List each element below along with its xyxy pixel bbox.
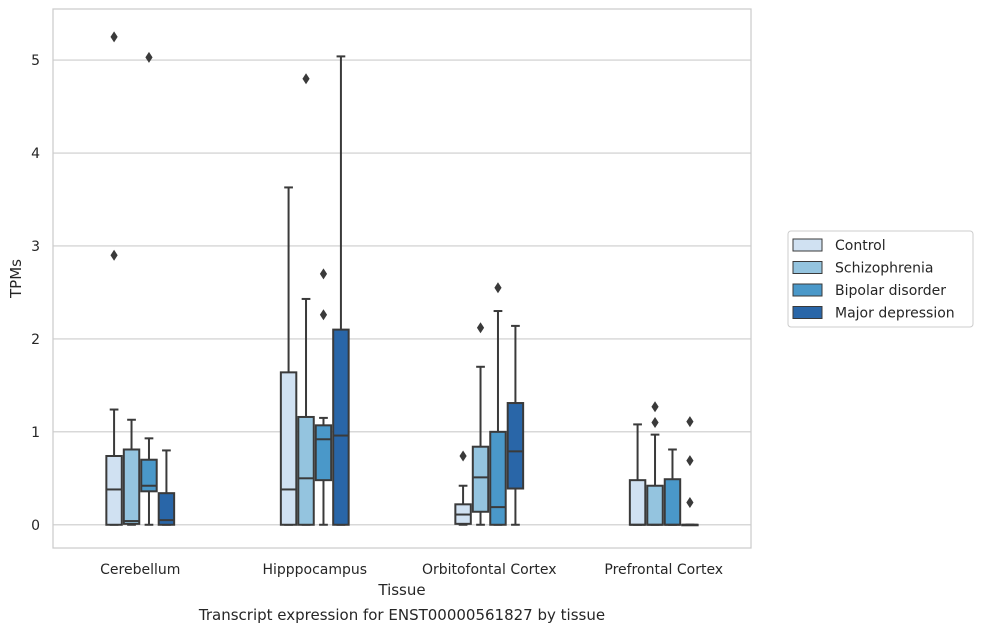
- outlier-point: [686, 455, 694, 467]
- outlier-point: [459, 450, 467, 462]
- box-iqr: [628, 479, 647, 526]
- y-axis-label: TPMs: [7, 259, 25, 299]
- legend-entry: Major depression: [835, 306, 955, 322]
- legend: Control Schizophrenia Bipolar disorder Majo…: [787, 230, 974, 328]
- gridlines: [53, 59, 751, 526]
- box-control: [105, 31, 123, 526]
- box-iqr: [297, 415, 315, 526]
- box-iqr: [663, 478, 682, 526]
- x-tick-label: Cerebellum: [100, 562, 180, 578]
- y-tick-label: 0: [31, 518, 40, 534]
- box-plot-series: [105, 31, 699, 527]
- legend-entry: Schizophrenia: [835, 261, 933, 277]
- legend-swatch: [792, 283, 823, 297]
- outlier-point: [476, 322, 485, 334]
- legend-swatch: [792, 261, 823, 274]
- x-tick-label: Orbitofontal Cortex: [422, 562, 557, 578]
- box-iqr: [646, 484, 664, 526]
- outlier-point: [686, 416, 694, 428]
- plot-frame: [52, 8, 752, 549]
- y-tick-label: 2: [31, 332, 40, 348]
- box-iqr: [471, 445, 490, 513]
- box-iqr: [140, 458, 158, 493]
- box-control: [279, 186, 298, 526]
- y-tick-label: 3: [31, 239, 40, 255]
- box-iqr: [506, 402, 525, 490]
- box-major-depression: [332, 55, 350, 526]
- x-axis-ticks: Cerebellum Hipppocampus Orbitofontal Corte…: [100, 562, 723, 578]
- x-tick-label: Prefrontal Cortex: [604, 562, 723, 578]
- y-tick-label: 1: [31, 425, 40, 441]
- box-control: [454, 450, 472, 526]
- box-iqr: [489, 430, 507, 526]
- box-bipolar-disorder: [663, 448, 682, 526]
- outlier-point: [302, 73, 310, 85]
- y-tick-label: 5: [31, 53, 40, 69]
- box-bipolar-disorder: [489, 282, 507, 526]
- box-schizophrenia: [646, 401, 664, 526]
- outlier-point: [110, 249, 118, 261]
- y-axis-ticks: 0 1 2 3 4 5: [31, 53, 40, 534]
- legend-entry: Bipolar disorder: [835, 283, 946, 299]
- box-major-depression: [681, 416, 699, 527]
- outlier-point: [494, 282, 502, 294]
- box-schizophrenia: [297, 73, 315, 526]
- box-schizophrenia: [471, 322, 490, 526]
- legend-frame: [787, 230, 974, 328]
- box-iqr: [332, 328, 350, 526]
- box-bipolar-disorder: [140, 51, 158, 526]
- outlier-point: [319, 309, 328, 321]
- box-schizophrenia: [122, 418, 141, 526]
- legend-swatch: [792, 306, 823, 319]
- legend-entry: Control: [835, 238, 886, 254]
- legend-swatch: [792, 238, 823, 252]
- box-iqr: [157, 492, 176, 526]
- outlier-point: [651, 417, 659, 429]
- x-tick-label: Hipppocampus: [262, 562, 367, 578]
- box-bipolar-disorder: [314, 268, 333, 526]
- y-tick-label: 4: [31, 146, 40, 162]
- box-iqr: [122, 448, 141, 525]
- outlier-point: [319, 268, 328, 280]
- box-major-depression: [506, 324, 525, 526]
- outlier-point: [651, 401, 659, 413]
- outlier-point: [686, 496, 694, 508]
- box-major-depression: [157, 449, 176, 526]
- outlier-point: [110, 31, 118, 43]
- box-control: [628, 423, 647, 526]
- x-axis-label: Tissue: [377, 581, 425, 599]
- box-iqr: [279, 371, 298, 526]
- outlier-point: [145, 51, 153, 63]
- box-iqr: [314, 424, 333, 482]
- figure-caption: Transcript expression for ENST0000056182…: [198, 606, 606, 624]
